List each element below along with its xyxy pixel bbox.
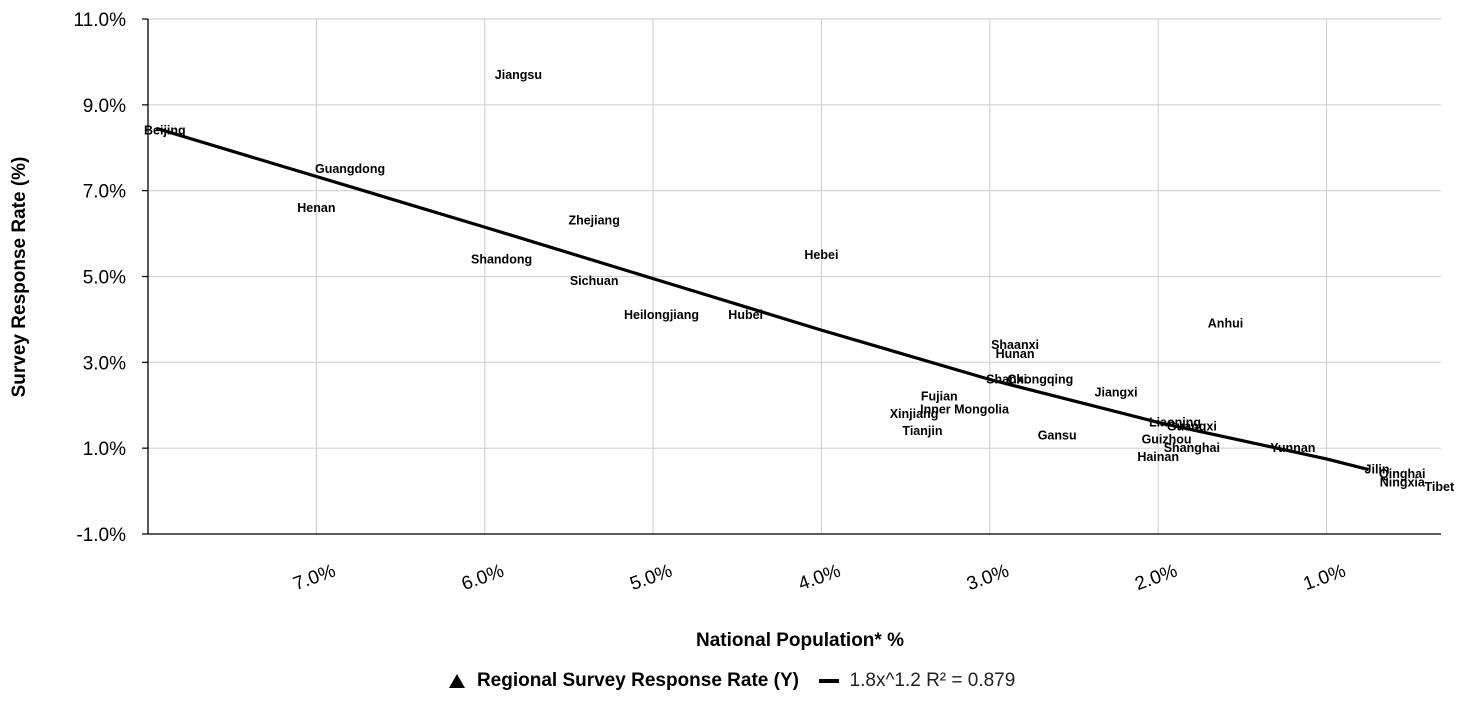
data-point-label: Tibet: [1424, 480, 1454, 494]
data-point-label: Gansu: [1038, 428, 1077, 442]
data-point-label: Shandong: [471, 252, 532, 266]
grid-lines: [142, 18, 1441, 535]
data-point-label: Xinjiang: [890, 407, 939, 421]
data-point-label: Beijing: [144, 124, 186, 138]
data-point-label: Sichuan: [570, 274, 619, 288]
y-tick-label: 3.0%: [83, 353, 126, 374]
trendline-path: [155, 126, 1369, 472]
y-axis-title: Survey Response Rate (%): [9, 157, 30, 398]
legend-trend-label: 1.8x^1.2 R² = 0.879: [849, 670, 1016, 691]
legend-series-label: Regional Survey Response Rate (Y): [476, 670, 799, 691]
y-tick-label: 5.0%: [83, 268, 126, 289]
data-point-label: Henan: [297, 201, 335, 215]
x-tick-label: 4.0%: [796, 561, 844, 596]
x-tick-labels: 7.0% 6.0% 5.0% 4.0% 3.0% 2.0% 1.0%: [291, 561, 1349, 596]
data-point-label: Ningxia: [1380, 476, 1426, 490]
data-point-label: Guangxi: [1167, 420, 1217, 434]
y-tick-label: 1.0%: [83, 439, 126, 460]
data-point-label: Jilin: [1365, 463, 1390, 477]
data-point-label: Hebei: [804, 248, 838, 262]
data-point-label: Shanxi: [986, 373, 1027, 387]
data-point-label: Inner Mongolia: [920, 403, 1010, 417]
data-point-label: Fujian: [921, 390, 958, 404]
y-tick-label: 9.0%: [83, 96, 126, 117]
x-axis-title: National Population* %: [696, 630, 904, 651]
line-legend-icon: [819, 678, 840, 683]
x-tick-label: 5.0%: [627, 561, 675, 596]
x-tick-label: 1.0%: [1301, 561, 1349, 596]
axes: [147, 19, 1441, 535]
x-tick-label: 3.0%: [964, 561, 1012, 596]
y-tick-label: -1.0%: [76, 525, 126, 546]
data-point-label: Chongqing: [1007, 373, 1073, 387]
y-tick-label: 11.0%: [74, 10, 127, 31]
trendline: [155, 126, 1369, 472]
data-point-label: Shanghai: [1164, 441, 1220, 455]
legend: Regional Survey Response Rate (Y) 1.8x^1…: [0, 670, 1463, 692]
data-point-label: Anhui: [1208, 317, 1243, 331]
data-point-label: Guizhou: [1142, 433, 1192, 447]
data-point-label: Hainan: [1137, 450, 1179, 464]
data-point-label: Zhejiang: [568, 214, 619, 228]
point-labels: Beijing Jiangsu Guangdong Henan Zhejiang Shan…: [144, 68, 1455, 494]
data-point-label: Hubei: [728, 308, 763, 322]
data-point-label: Yunnan: [1270, 441, 1315, 455]
data-point-label: Shaanxi: [991, 338, 1039, 352]
x-tick-label: 2.0%: [1132, 561, 1180, 596]
y-tick-labels: 11.0% 9.0% 7.0% 5.0% 3.0% 1.0% -1.0%: [74, 10, 127, 546]
data-point-label: Tianjin: [902, 424, 942, 438]
data-point-label: Heilongjiang: [624, 308, 699, 322]
x-tick-label: 7.0%: [291, 561, 339, 596]
data-point-label: Jiangsu: [495, 68, 542, 82]
x-tick-label: 6.0%: [459, 561, 507, 596]
data-point-label: Liaoning: [1149, 415, 1201, 429]
data-point-label: Hunan: [996, 347, 1035, 361]
data-point-label: Qinghai: [1379, 467, 1426, 481]
y-tick-label: 7.0%: [83, 182, 126, 203]
data-point-label: Guangdong: [315, 162, 385, 176]
data-point-label: Jiangxi: [1095, 385, 1138, 399]
triangle-legend-icon: [448, 673, 465, 688]
